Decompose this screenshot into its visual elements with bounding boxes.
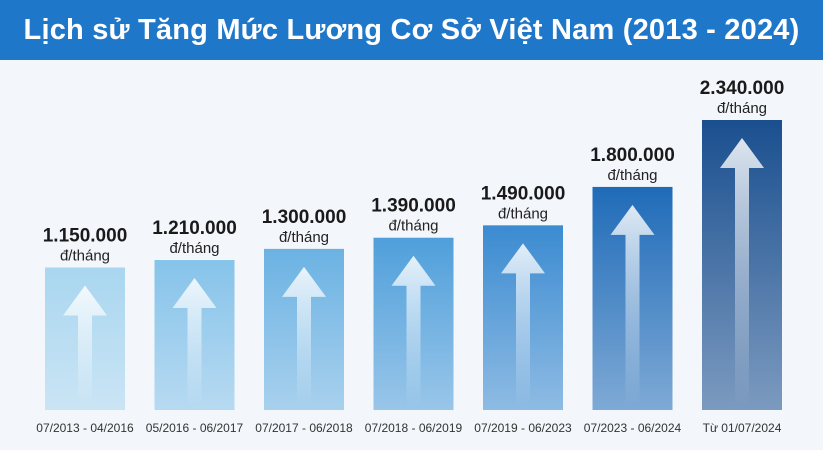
bars-layer: [45, 120, 782, 410]
bar-chart: 1.150.000đ/tháng1.210.000đ/tháng1.300.00…: [36, 78, 785, 435]
category-label: 07/2017 - 06/2018: [255, 421, 353, 435]
unit-label: đ/tháng: [717, 100, 767, 117]
chart-title: Lịch sử Tăng Mức Lương Cơ Sở Việt Nam (2…: [23, 13, 800, 46]
unit-label: đ/tháng: [388, 218, 438, 235]
value-label: 2.340.000: [700, 78, 785, 99]
category-label: 07/2013 - 04/2016: [36, 421, 134, 435]
up-arrow-icon: [172, 278, 217, 406]
category-label: 05/2016 - 06/2017: [146, 421, 244, 435]
value-label: 1.390.000: [371, 196, 456, 217]
value-label: 1.150.000: [43, 225, 128, 246]
value-label: 1.800.000: [590, 145, 675, 166]
up-arrow-icon: [282, 266, 326, 406]
category-label: 07/2023 - 06/2024: [584, 421, 682, 435]
up-arrow-icon: [720, 138, 764, 406]
value-label: 1.490.000: [481, 183, 566, 204]
unit-label: đ/tháng: [60, 247, 110, 264]
up-arrow-icon: [391, 255, 436, 406]
up-arrow-icon: [501, 243, 545, 406]
category-label: Từ 01/07/2024: [703, 421, 782, 435]
unit-label: đ/tháng: [498, 205, 548, 222]
unit-label: đ/tháng: [279, 229, 329, 246]
category-label: 07/2018 - 06/2019: [365, 421, 463, 435]
labels-layer: 1.150.000đ/tháng1.210.000đ/tháng1.300.00…: [43, 78, 785, 264]
value-label: 1.210.000: [152, 218, 237, 239]
unit-label: đ/tháng: [607, 167, 657, 184]
category-label: 07/2019 - 06/2023: [474, 421, 572, 435]
up-arrow-icon: [610, 204, 655, 406]
up-arrow-icon: [63, 285, 107, 406]
title-bar: Lịch sử Tăng Mức Lương Cơ Sở Việt Nam (2…: [0, 0, 823, 60]
value-label: 1.300.000: [262, 207, 347, 228]
category-labels: 07/2013 - 04/2016 05/2016 - 06/2017 07/201…: [36, 421, 781, 435]
unit-label: đ/tháng: [169, 240, 219, 257]
